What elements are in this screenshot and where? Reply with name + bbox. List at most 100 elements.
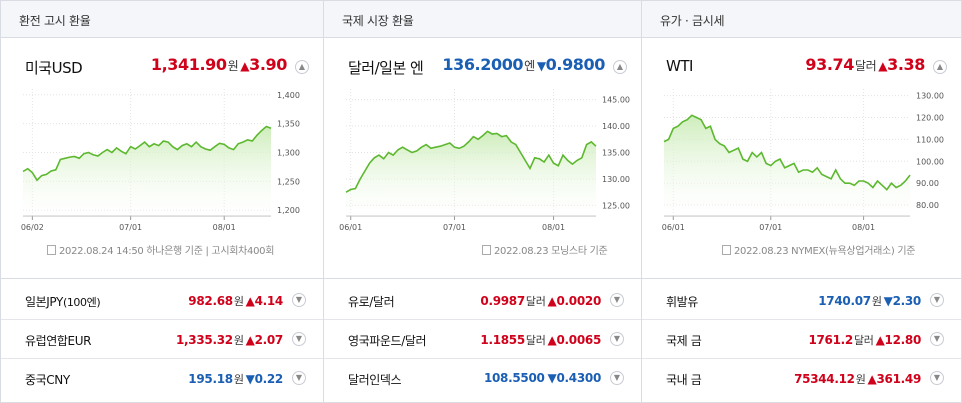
item-name: 국제 금 — [666, 334, 702, 348]
chevron-down-icon[interactable]: ▼ — [930, 371, 944, 385]
item-name: 중국CNY — [25, 373, 70, 387]
y-tick-label: 145.00 — [602, 96, 630, 105]
x-tick-label: 08/01 — [542, 223, 565, 231]
panel-international-market: 국제 시장 환율 달러/일본 엔 136.2000엔 ▼0.9800 ▲ 125.… — [323, 1, 641, 402]
chevron-down-icon[interactable]: ▼ — [930, 293, 944, 307]
panel-title[interactable]: 환전 고시 환율 — [1, 1, 323, 38]
chevron-down-icon[interactable]: ▼ — [292, 332, 306, 346]
document-icon — [482, 245, 491, 255]
x-tick-label: 08/01 — [852, 223, 875, 231]
x-tick-label: 07/01 — [443, 223, 466, 231]
item-price: 108.5500 ▼0.4300 — [483, 371, 601, 385]
item-price: 1761.2달러 ▲12.80 — [808, 333, 921, 347]
main-quote-unit: 엔 — [524, 59, 535, 73]
y-tick-label: 135.00 — [602, 149, 630, 158]
list-item[interactable]: 달러인덱스 108.5500 ▼0.4300 ▼ — [324, 359, 641, 398]
item-price: 0.9987달러 ▲0.0020 — [480, 294, 601, 308]
y-tick-label: 110.00 — [916, 135, 944, 144]
main-quote[interactable]: 미국USD 1,341.90원 ▲3.90 ▲ — [1, 38, 323, 82]
y-tick-label: 1,400 — [277, 91, 300, 100]
series-line — [663, 114, 911, 191]
panel-exchange-notice: 환전 고시 환율 미국USD 1,341.90원 ▲3.90 ▲ 1,200 1,2… — [1, 1, 323, 402]
y-tick-label: 100.00 — [916, 157, 944, 166]
list-item[interactable]: 영국파운드/달러 1.1855달러 ▲0.0065 ▼ — [324, 320, 641, 359]
panel-title[interactable]: 국제 시장 환율 — [324, 1, 641, 38]
x-tick-label: 06/01 — [339, 223, 362, 231]
quote-list: 휘발유 1740.07원 ▼2.30 ▼ 국제 금 1761.2달러 ▲12.80 … — [642, 281, 961, 398]
up-arrow-icon: ▲ — [245, 333, 255, 347]
main-quote-value: 136.2000 — [442, 55, 524, 74]
quote-list: 일본JPY(100엔) 982.68원 ▲4.14 ▼ 유럽연합EUR 1,335… — [1, 281, 323, 398]
divider — [1, 278, 323, 279]
main-quote-price: 1,341.90원 ▲3.90 — [150, 55, 288, 74]
list-item[interactable]: 유로/달러 0.9987달러 ▲0.0020 ▼ — [324, 281, 641, 320]
series-area — [664, 115, 910, 216]
up-arrow-icon: ▲ — [867, 372, 877, 386]
y-tick-label: 90.00 — [916, 179, 939, 188]
item-price: 1740.07원 ▼2.30 — [818, 294, 921, 308]
chevron-down-icon[interactable]: ▼ — [930, 332, 944, 346]
panel-title[interactable]: 유가 · 금시세 — [642, 1, 961, 38]
chevron-down-icon[interactable]: ▼ — [610, 371, 624, 385]
up-arrow-icon: ▲ — [240, 59, 250, 73]
series-area — [346, 131, 596, 216]
main-quote-price: 136.2000엔 ▼0.9800 — [442, 55, 605, 74]
list-item[interactable]: 국제 금 1761.2달러 ▲12.80 ▼ — [642, 320, 961, 359]
document-icon — [47, 245, 56, 255]
main-quote-unit: 원 — [227, 59, 239, 73]
item-name: 유럽연합EUR — [25, 334, 92, 348]
y-tick-label: 120.00 — [916, 113, 944, 122]
list-item[interactable]: 국내 금 75344.12원 ▲361.49 ▼ — [642, 359, 961, 398]
chevron-up-icon[interactable]: ▲ — [295, 60, 309, 74]
up-arrow-icon: ▲ — [547, 294, 557, 308]
x-tick-label: 07/01 — [119, 223, 142, 231]
chevron-down-icon[interactable]: ▼ — [610, 293, 624, 307]
item-price: 75344.12원 ▲361.49 — [794, 372, 921, 386]
up-arrow-icon: ▲ — [878, 59, 888, 73]
item-name: 영국파운드/달러 — [348, 334, 427, 348]
main-quote-value: 93.74 — [805, 55, 854, 74]
item-name: 유로/달러 — [348, 295, 395, 309]
main-quote[interactable]: 달러/일본 엔 136.2000엔 ▼0.9800 ▲ — [324, 38, 641, 82]
chevron-up-icon[interactable]: ▲ — [933, 60, 947, 74]
y-tick-label: 1,200 — [277, 206, 300, 215]
quote-list: 유로/달러 0.9987달러 ▲0.0020 ▼ 영국파운드/달러 1.1855달… — [324, 281, 641, 398]
item-price: 1,335.32원 ▲2.07 — [175, 333, 283, 347]
main-quote-name[interactable]: 미국USD — [25, 59, 83, 77]
document-icon — [722, 245, 731, 255]
chevron-down-icon[interactable]: ▼ — [292, 293, 306, 307]
y-tick-label: 130.00 — [602, 175, 630, 184]
chevron-down-icon[interactable]: ▼ — [292, 371, 306, 385]
series-area — [23, 126, 271, 216]
wti-chart: 80.00 90.00 100.00 110.00 120.00 130.00 06/01 0… — [662, 89, 944, 231]
y-tick-label: 1,300 — [277, 149, 300, 158]
source-note: 2022.08.23 모닝스타 기준 — [482, 242, 608, 257]
list-item[interactable]: 유럽연합EUR 1,335.32원 ▲2.07 ▼ — [1, 320, 323, 359]
main-quote[interactable]: WTI 93.74달러 ▲3.38 ▲ — [642, 38, 961, 82]
main-quote-name[interactable]: WTI — [666, 57, 693, 75]
list-item[interactable]: 중국CNY 195.18원 ▼0.22 ▼ — [1, 359, 323, 398]
main-quote-price: 93.74달러 ▲3.38 — [805, 55, 925, 74]
main-quote-unit: 달러 — [854, 59, 877, 73]
usd-chart: 1,200 1,250 1,300 1,350 1,400 06/02 07/01 08/01 — [21, 89, 300, 231]
down-arrow-icon: ▼ — [883, 294, 893, 308]
y-tick-label: 130.00 — [916, 92, 944, 101]
source-text: 2022.08.23 모닝스타 기준 — [494, 246, 608, 257]
divider — [324, 278, 641, 279]
up-arrow-icon: ▲ — [547, 333, 557, 347]
main-quote-change: 3.90 — [249, 55, 287, 74]
source-note: 2022.08.24 14:50 하나은행 기준 | 고시회차400회 — [47, 242, 274, 257]
list-item[interactable]: 일본JPY(100엔) 982.68원 ▲4.14 ▼ — [1, 281, 323, 320]
chevron-down-icon[interactable]: ▼ — [610, 332, 624, 346]
main-quote-value: 1,341.90 — [150, 55, 227, 74]
x-tick-label: 08/01 — [213, 223, 236, 231]
main-quote-name[interactable]: 달러/일본 엔 — [348, 59, 424, 77]
item-price: 195.18원 ▼0.22 — [188, 372, 283, 386]
down-arrow-icon: ▼ — [547, 371, 557, 385]
list-item[interactable]: 휘발유 1740.07원 ▼2.30 ▼ — [642, 281, 961, 320]
chevron-up-icon[interactable]: ▲ — [613, 60, 627, 74]
source-text: 2022.08.23 NYMEX(뉴욕상업거래소) 기준 — [734, 246, 916, 257]
down-arrow-icon: ▼ — [245, 372, 255, 386]
y-tick-label: 1,350 — [277, 120, 300, 129]
